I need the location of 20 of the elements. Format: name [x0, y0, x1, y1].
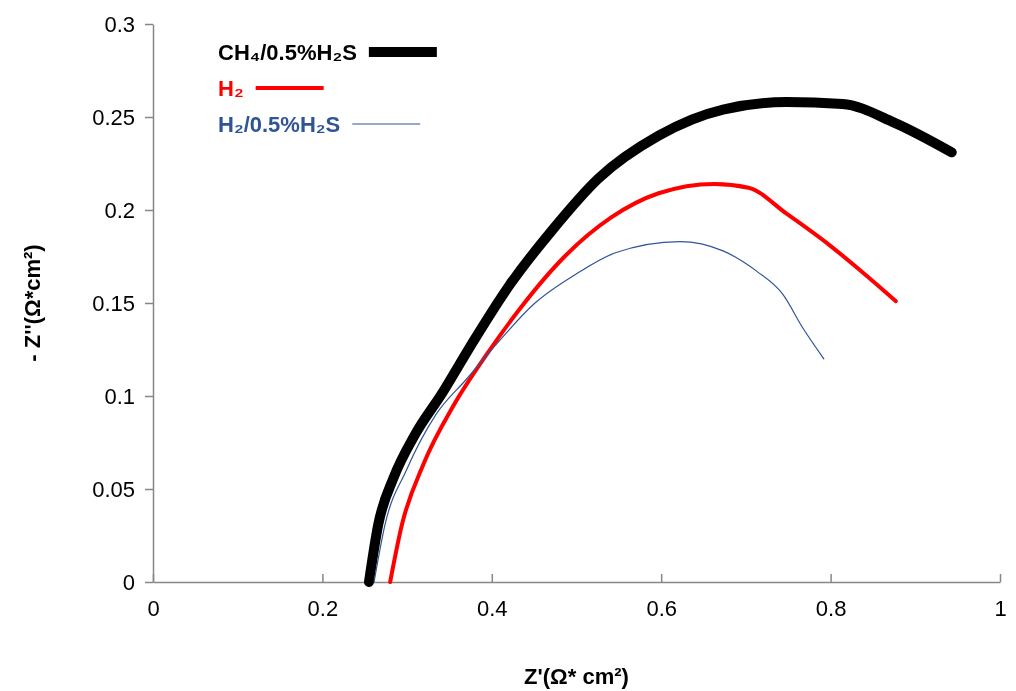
legend-label: CH₄/0.5%H₂S	[218, 40, 357, 65]
y-tick-label: 0.1	[104, 383, 135, 409]
legend-label: H₂	[218, 76, 244, 101]
x-tick-label: 0.8	[815, 595, 847, 621]
y-tick-label: 0	[122, 569, 135, 595]
x-axis-title: Z'(Ω* cm²)	[524, 664, 629, 689]
y-tick-label: 0.15	[92, 290, 135, 316]
x-tick-label: 1	[994, 595, 1007, 621]
x-tick-label: 0.2	[307, 595, 339, 621]
x-tick-label: 0.4	[477, 595, 508, 621]
y-tick-label: 0.05	[92, 476, 135, 502]
y-tick-label: 0.3	[104, 11, 135, 37]
y-axis-title: - Z''(Ω*cm²)	[20, 244, 45, 362]
line-series	[388, 181, 898, 584]
y-tick-label: 0.2	[104, 197, 135, 223]
y-tick-label: 0.25	[92, 104, 135, 130]
x-tick-label: 0.6	[646, 595, 677, 621]
line-series	[373, 241, 825, 583]
legend-label: H₂/0.5%H₂S	[218, 112, 341, 137]
x-tick-label: 0	[147, 595, 160, 621]
